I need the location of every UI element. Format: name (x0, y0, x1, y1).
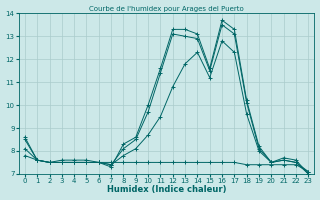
Title: Courbe de l'humidex pour Arages del Puerto: Courbe de l'humidex pour Arages del Puer… (89, 6, 244, 12)
X-axis label: Humidex (Indice chaleur): Humidex (Indice chaleur) (107, 185, 226, 194)
